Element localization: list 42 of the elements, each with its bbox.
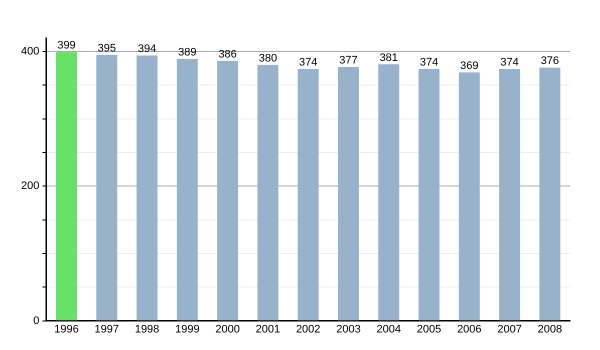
bar: [136, 56, 158, 320]
data-label: 369: [460, 60, 478, 72]
x-tick-label: 2006: [457, 323, 482, 336]
x-tick-label: 2007: [497, 323, 522, 336]
bar: [176, 58, 198, 320]
data-label: 374: [420, 56, 438, 69]
x-tick-label: 2004: [376, 323, 401, 336]
bar: [217, 60, 238, 320]
data-label: 377: [339, 54, 358, 66]
bar: [539, 68, 560, 320]
data-label: 374: [298, 56, 318, 69]
x-tick-label: 1997: [94, 323, 120, 336]
data-label: 376: [540, 55, 560, 68]
data-label: 374: [500, 56, 519, 69]
x-tick-label: 2003: [336, 323, 361, 336]
x-tick-label: 1998: [134, 323, 160, 336]
bar: [257, 64, 278, 320]
data-label: 395: [98, 42, 116, 54]
bar: [298, 68, 319, 320]
x-tick-label: 2001: [256, 323, 280, 336]
bar: [499, 68, 520, 320]
bar: [96, 54, 118, 320]
data-label: 380: [258, 52, 278, 64]
y-tick-label: 0: [33, 314, 40, 327]
data-label: 389: [178, 46, 197, 58]
x-tick-label: 1996: [54, 323, 79, 336]
data-label: 394: [138, 43, 156, 56]
bar: [378, 64, 400, 320]
x-tick-label: 1999: [175, 323, 200, 336]
y-tick-label: 400: [20, 46, 40, 58]
x-tick-label: 2008: [538, 323, 562, 336]
bar: [458, 72, 480, 320]
x-tick-label: 2002: [296, 323, 320, 336]
data-label: 381: [380, 52, 398, 64]
x-tick-label: 2005: [416, 323, 442, 336]
data-label: 386: [218, 48, 237, 60]
bar: [418, 68, 440, 320]
data-label: 399: [57, 40, 76, 52]
x-tick-label: 2000: [215, 323, 240, 336]
bar: [56, 52, 77, 320]
bar: [338, 66, 359, 320]
y-tick-label: 200: [20, 180, 40, 192]
